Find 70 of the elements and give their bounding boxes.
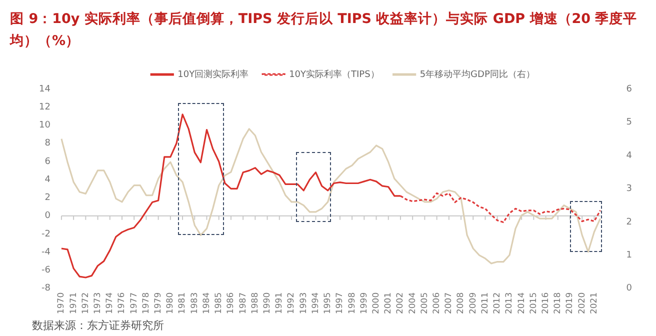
x-tick-label: 2012 (492, 292, 503, 314)
chart-title: 图 9：10y 实际利率（事后值倒算，TIPS 发行后以 TIPS 收益率计）与实际 GDP 增速（20 季度平均）（%） (10, 10, 638, 51)
x-tick-label: 2020 (577, 292, 588, 314)
x-tick-label: 1994 (310, 292, 321, 314)
x-tick-label: 2016 (540, 292, 551, 314)
x-tick-label: 1995 (323, 292, 334, 314)
y-tick-label: 14 (39, 84, 51, 94)
x-tick-label: 1988 (250, 292, 260, 314)
x-tick-label: 1979 (154, 292, 164, 314)
x-tick-label: 2021 (589, 292, 600, 314)
x-tick-label: 2000 (371, 292, 382, 314)
x-tick-label: 1991 (274, 292, 285, 314)
x-tick-label: 1998 (347, 292, 358, 314)
y-tick-label: 6 (44, 156, 51, 167)
x-tick-label: 1993 (298, 292, 309, 314)
y2-tick-label: 4 (626, 150, 632, 161)
y-tick-label: -8 (41, 284, 51, 294)
x-tick-label: 2013 (504, 292, 515, 314)
x-tick-label: 2002 (396, 292, 406, 314)
x-tick-label: 1983 (190, 292, 200, 314)
y-tick-label: 4 (44, 174, 51, 185)
x-tick-label: 1984 (202, 292, 212, 314)
x-tick-label: 1977 (129, 292, 140, 314)
line-series (400, 192, 602, 224)
y-tick-label: 2 (44, 193, 50, 204)
y-tick-label: -4 (41, 247, 51, 258)
legend-label: 10Y回测实际利率 (178, 68, 249, 80)
y-tick-label: 10 (39, 120, 51, 131)
x-tick-label: 1973 (92, 292, 103, 314)
y-tick-label: 12 (39, 102, 50, 112)
y2-tick-label: 1 (626, 250, 632, 260)
y-tick-label: -6 (41, 266, 51, 276)
source-note: 数据来源：东方证券研究所 (32, 318, 164, 333)
x-tick-label: 2018 (553, 292, 564, 314)
x-tick-label: 2014 (516, 292, 527, 314)
y2-tick-label: 5 (626, 118, 632, 128)
x-tick-label: 1986 (226, 292, 236, 314)
legend-label: 10Y实际利率（TIPS） (289, 68, 380, 80)
x-tick-label: 1997 (335, 292, 346, 314)
x-tick-label: 2001 (384, 292, 394, 314)
x-tick-label: 1978 (141, 292, 152, 314)
x-tick-label: 1976 (117, 292, 128, 314)
y2-tick-label: 3 (626, 184, 632, 194)
x-tick-label: 1985 (214, 292, 224, 314)
y-tick-label: 8 (44, 138, 51, 149)
x-tick-label: 2019 (565, 292, 576, 314)
x-tick-label: 1980 (166, 292, 176, 314)
x-tick-label: 1974 (105, 292, 116, 314)
x-tick-label: 2011 (480, 292, 490, 314)
legend-label: 5年移动平均GDP同比（右） (420, 68, 535, 80)
y2-tick-label: 2 (626, 217, 632, 228)
x-tick-label: 2006 (432, 292, 442, 314)
y2-tick-label: 6 (626, 84, 632, 94)
x-tick-label: 1981 (178, 292, 188, 314)
x-tick-label: 2008 (456, 292, 466, 314)
x-tick-label: 1999 (359, 292, 370, 314)
y-tick-label: 0 (44, 211, 51, 222)
x-tick-label: 1987 (238, 292, 248, 314)
x-tick-label: 1970 (56, 292, 67, 314)
x-tick-label: 1971 (68, 292, 79, 314)
y-tick-label: -2 (41, 229, 50, 240)
y2-tick-label: 0 (626, 284, 632, 294)
x-tick-label: 2009 (468, 292, 478, 314)
x-tick-label: 1992 (286, 292, 297, 314)
x-tick-label: 2005 (420, 292, 430, 314)
x-tick-label: 1972 (80, 292, 91, 314)
x-tick-label: 2015 (528, 292, 539, 314)
x-tick-label: 2007 (444, 292, 454, 314)
x-tick-label: 1990 (262, 292, 272, 314)
x-tick-label: 2004 (408, 292, 418, 314)
